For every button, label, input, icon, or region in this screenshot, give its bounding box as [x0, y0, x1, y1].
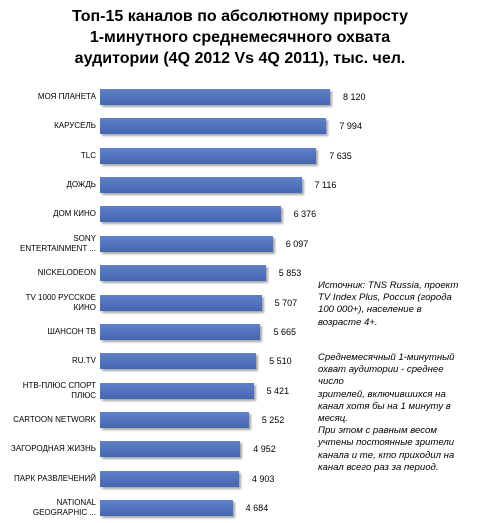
category-label: ДОЖДЬ — [66, 180, 96, 190]
bar — [100, 441, 241, 458]
category-label: ДОМ КИНО — [53, 209, 96, 219]
value-label: 4 684 — [245, 503, 269, 513]
value-label: 6 376 — [293, 209, 317, 220]
value-label: 5 421 — [266, 385, 290, 396]
bar — [100, 470, 239, 487]
annotation: Среднемесячный 1-минутный охват аудитори… — [318, 352, 455, 473]
bar — [100, 323, 261, 340]
bar — [100, 294, 262, 311]
value-label: 5 252 — [261, 414, 285, 425]
category-label: NICKELODEON — [37, 268, 96, 278]
value-label: 5 707 — [274, 297, 298, 308]
bar — [100, 500, 233, 516]
chart-title: Топ-15 каналов по абсолютному приросту 1… — [71, 8, 409, 67]
category-label: RU.TV — [72, 356, 96, 366]
bar — [100, 411, 249, 428]
category-label: МОЯ ПЛАНЕТА — [37, 92, 96, 101]
category-label: НТВ-ПЛЮС СПОРТ ПЛЮС — [22, 380, 96, 400]
bar — [100, 177, 302, 194]
value-label: 6 097 — [285, 238, 309, 249]
value-label: 4 903 — [251, 473, 275, 484]
category-label: CARTOON NETWORK — [13, 414, 96, 424]
bar — [100, 89, 330, 105]
bar — [100, 118, 327, 135]
category-label: NATIONAL GEOGRAPHIC ... — [32, 498, 96, 517]
bar — [100, 265, 266, 282]
category-label: КАРУСЕЛЬ — [54, 121, 96, 131]
annotation: Источник: TNS Russia, проект TV Index Pl… — [318, 280, 459, 328]
value-label: 7 116 — [314, 180, 337, 191]
value-label: 8 120 — [343, 92, 366, 102]
value-label: 5 510 — [269, 356, 292, 367]
bar — [100, 147, 317, 164]
category-label: ШАНСОН ТВ — [47, 326, 97, 336]
bar — [100, 206, 281, 223]
category-label: ПАРК РАЗВЛЕЧЕНИЙ — [14, 473, 96, 483]
category-label: TV 1000 РУССКОЕ КИНО — [25, 292, 96, 312]
value-label: 5 853 — [278, 268, 302, 279]
category-label: TLC — [80, 150, 96, 160]
value-label: 7 635 — [329, 150, 352, 161]
value-label: 4 952 — [253, 444, 276, 455]
value-label: 7 994 — [339, 121, 362, 132]
bar — [100, 353, 257, 370]
bar — [100, 235, 273, 252]
bar — [100, 382, 254, 399]
value-label: 5 665 — [273, 326, 296, 337]
category-label: SONY ENTERTAINMENT ... — [19, 233, 96, 253]
category-label: ЗАГОРОДНАЯ ЖИЗНЬ — [10, 444, 96, 454]
